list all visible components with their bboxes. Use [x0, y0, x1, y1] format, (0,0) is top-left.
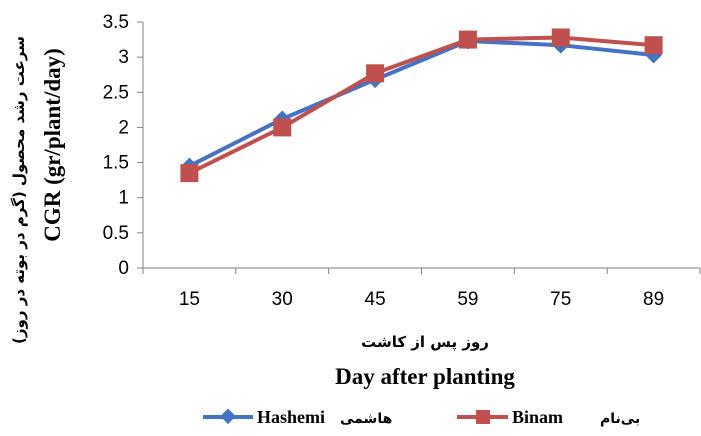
legend-label-binam: Binam	[512, 407, 563, 427]
x-ticks: 15 30 45 59 75 89	[142, 268, 701, 310]
data-point-binam	[366, 64, 385, 83]
data-point-binam	[273, 118, 292, 137]
y-tick-label: 2.5	[103, 82, 129, 103]
y-tick-label: 0	[118, 258, 129, 279]
series-group	[180, 28, 663, 183]
x-tick-label: 75	[550, 289, 571, 310]
x-axis-title-en: Day after planting	[335, 364, 515, 389]
y-axis-title-fa: سرعت رشد محصول (گرم در بوته در روز)	[10, 36, 28, 344]
x-tick-label: 59	[457, 289, 478, 310]
data-point-binam	[644, 36, 663, 55]
y-axis-title-en: CGR (gr/plant/day)	[40, 48, 65, 242]
data-point-binam	[180, 164, 199, 183]
legend-square-icon	[476, 410, 490, 424]
x-axis-title-fa: روز پس از کاشت	[361, 333, 489, 352]
legend-label-hashemi-fa: هاشمی	[340, 411, 392, 427]
x-tick-label: 89	[643, 289, 664, 310]
legend-label-hashemi: Hashemi	[257, 407, 325, 427]
legend-label-binam-fa: بی‌نام	[600, 411, 640, 427]
x-tick-label: 30	[272, 289, 293, 310]
x-tick-label: 15	[179, 289, 200, 310]
y-tick-label: 1	[118, 188, 129, 209]
data-point-binam	[458, 30, 477, 49]
y-ticks: 0 0.5 1 1.5 2 2.5 3 3.5	[103, 12, 143, 279]
legend: هاشمی Hashemi Binam بی‌نام	[203, 407, 640, 427]
data-point-binam	[551, 28, 570, 47]
x-tick-label: 45	[365, 289, 386, 310]
y-tick-label: 1.5	[103, 153, 129, 174]
series-line-hashemi	[188, 38, 654, 168]
y-tick-label: 0.5	[103, 223, 129, 244]
series-line-binam	[188, 35, 654, 175]
y-tick-label: 3	[118, 47, 129, 68]
legend-diamond-icon	[220, 408, 236, 425]
y-tick-label: 2	[118, 117, 129, 138]
y-tick-label: 3.5	[103, 12, 129, 33]
